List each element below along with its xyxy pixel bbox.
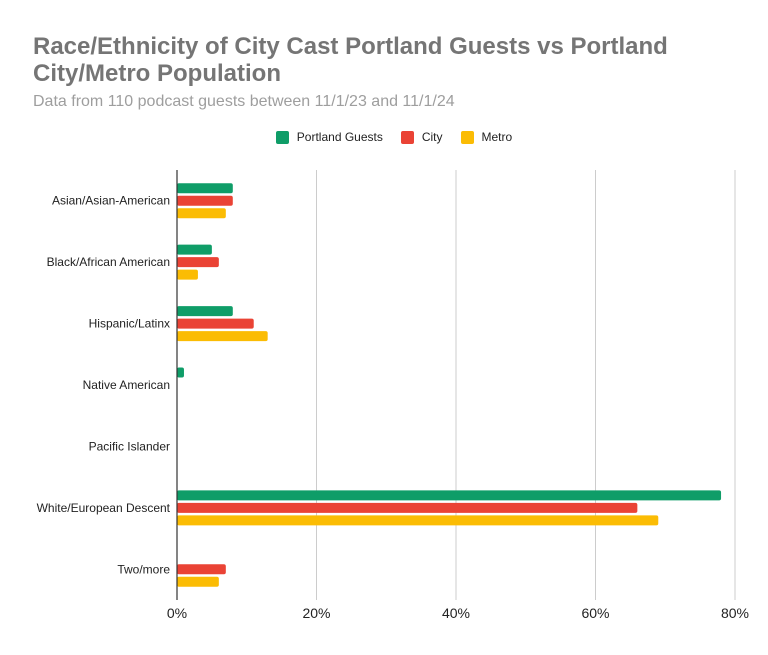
chart-title: Race/Ethnicity of City Cast Portland Gue… <box>33 33 668 87</box>
legend-label: Portland Guests <box>296 130 383 144</box>
bar-city <box>177 564 226 575</box>
legend-item-portland-guests[interactable]: Portland Guests <box>275 130 383 144</box>
x-tick-label: 40% <box>442 605 470 621</box>
y-category-label: Black/African American <box>47 255 170 269</box>
x-tick-label: 80% <box>721 605 749 621</box>
legend-swatch <box>275 130 289 144</box>
bar-metro <box>177 576 219 587</box>
legend-swatch <box>460 130 474 144</box>
bar-portland-guests <box>177 306 233 317</box>
y-category-label: White/European Descent <box>37 501 171 515</box>
bar-metro <box>177 269 198 280</box>
y-category-label: Two/more <box>117 562 170 576</box>
x-tick-label: 60% <box>581 605 609 621</box>
y-category-label: Native American <box>83 378 170 392</box>
legend-item-city[interactable]: City <box>400 130 443 144</box>
x-tick-label: 0% <box>167 605 187 621</box>
bar-metro <box>177 515 659 526</box>
bar-portland-guests <box>177 244 212 255</box>
x-tick-label: 20% <box>302 605 330 621</box>
bar-portland-guests <box>177 183 233 194</box>
bar-city <box>177 502 638 513</box>
y-category-label: Hispanic/Latinx <box>89 317 170 331</box>
bar-portland-guests <box>177 490 722 501</box>
legend-label: Metro <box>481 130 513 144</box>
bar-metro <box>177 208 226 219</box>
bar-portland-guests <box>177 367 184 378</box>
bar-metro <box>177 331 268 342</box>
bar-city <box>177 318 254 329</box>
chart-subtitle: Data from 110 podcast guests between 11/… <box>33 93 455 110</box>
legend-label: City <box>421 130 443 144</box>
legend-item-metro[interactable]: Metro <box>460 130 513 144</box>
bar-city <box>177 195 233 206</box>
bar-city <box>177 257 219 268</box>
legend-swatch <box>400 130 414 144</box>
y-category-label: Pacific Islander <box>89 439 170 453</box>
legend: Portland Guests City Metro <box>0 130 768 144</box>
y-category-label: Asian/Asian-American <box>52 194 170 208</box>
